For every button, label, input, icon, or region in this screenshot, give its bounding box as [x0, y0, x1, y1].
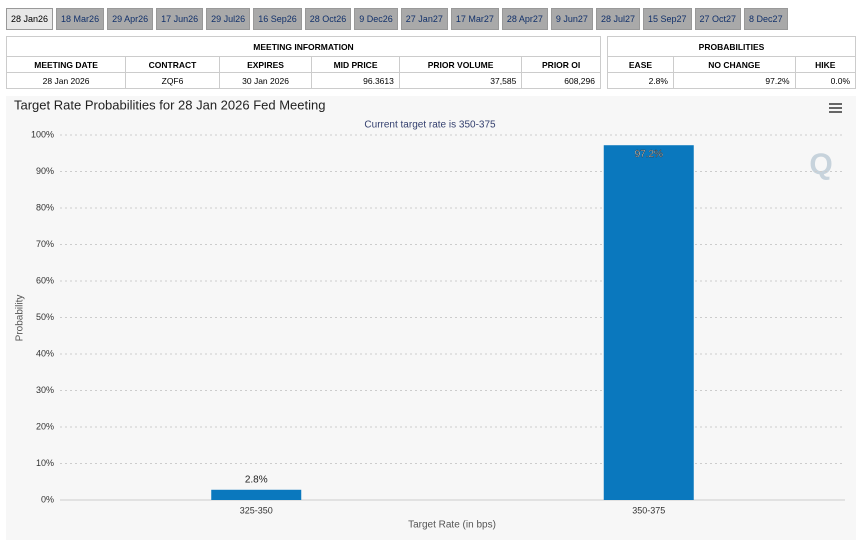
column-header: MEETING DATE: [5, 56, 127, 73]
x-axis-title: Target Rate (in bps): [408, 520, 496, 531]
y-axis-title: Probability: [15, 295, 26, 342]
column-header: EXPIRES: [218, 56, 313, 73]
cell: ZQF6: [125, 72, 220, 89]
tab-bar: 28 Jan26 18 Mar26 29 Apr26 17 Jun26 29 Jul26…: [6, 8, 788, 30]
tab[interactable]: 29 Jul26: [206, 8, 251, 30]
column-header: EASE: [607, 56, 674, 73]
bar: [603, 145, 694, 500]
x-tick-label: 350-375: [632, 505, 665, 515]
tab[interactable]: 28 Apr27: [501, 8, 548, 30]
y-tick-label: 80%: [36, 202, 54, 212]
cell: 96.3613: [311, 72, 400, 89]
column-header: CONTRACT: [125, 56, 220, 73]
data-label: 2.8%: [245, 474, 268, 485]
y-tick-label: 70%: [36, 239, 54, 249]
column-header: NO CHANGE: [672, 56, 796, 73]
y-tick-label: 40%: [36, 348, 54, 358]
tab[interactable]: 27 Jan27: [400, 8, 448, 30]
watermark: Q: [809, 148, 832, 181]
tab[interactable]: 15 Sep27: [642, 8, 692, 30]
tab[interactable]: 29 Apr26: [107, 8, 154, 30]
tab[interactable]: 9 Dec26: [354, 8, 398, 30]
tab[interactable]: 9 Jun27: [550, 8, 593, 30]
x-tick-label: 325-350: [240, 505, 273, 515]
tab[interactable]: 28 Jul27: [595, 8, 640, 30]
bar: [211, 489, 302, 500]
cell: 97.2%: [672, 72, 796, 89]
cell: 30 Jan 2026: [218, 72, 313, 89]
menu-icon[interactable]: [829, 103, 842, 113]
chart: Target Rate Probabilities for 28 Jan 202…: [6, 96, 856, 540]
cell: 28 Jan 2026: [5, 72, 127, 89]
cell: 2.8%: [607, 72, 674, 89]
column-header: MID PRICE: [311, 56, 400, 73]
column-header: PRIOR OI: [521, 56, 601, 73]
chart-title: Target Rate Probabilities for 28 Jan 202…: [14, 97, 325, 112]
tab[interactable]: 28 Jan26: [6, 8, 54, 30]
cell: 608,296: [521, 72, 601, 89]
y-tick-label: 50%: [36, 312, 54, 322]
cell: 0.0%: [794, 72, 857, 89]
tab[interactable]: 18 Mar26: [56, 8, 105, 30]
tab[interactable]: 17 Mar27: [450, 8, 499, 30]
y-tick-label: 100%: [31, 129, 54, 139]
probability-table: PROBABILITIES EASE NO CHANGE HIKE 2.8% 97.2%…: [607, 36, 857, 89]
y-tick-label: 0%: [41, 494, 54, 504]
cell: 37,585: [398, 72, 523, 89]
y-tick-label: 60%: [36, 275, 54, 285]
y-tick-label: 10%: [36, 458, 54, 468]
table-title: PROBABILITIES: [607, 36, 856, 57]
meeting-table: MEETING INFORMATION MEETING DATE CONTRACT…: [5, 36, 601, 89]
tab[interactable]: 28 Oct26: [304, 8, 352, 30]
chart-subtitle: Current target rate is 350-375: [364, 120, 496, 131]
y-tick-label: 90%: [36, 166, 54, 176]
tab[interactable]: 16 Sep26: [253, 8, 302, 30]
tab[interactable]: 8 Dec27: [744, 8, 788, 30]
y-tick-label: 30%: [36, 385, 54, 395]
tab[interactable]: 17 Jun26: [156, 8, 204, 30]
y-tick-label: 20%: [36, 421, 54, 431]
tab[interactable]: 27 Oct27: [694, 8, 742, 30]
column-header: HIKE: [794, 56, 857, 73]
column-header: PRIOR VOLUME: [398, 56, 523, 73]
table-title: MEETING INFORMATION: [6, 36, 601, 57]
data-label: 97.2%: [635, 149, 663, 160]
